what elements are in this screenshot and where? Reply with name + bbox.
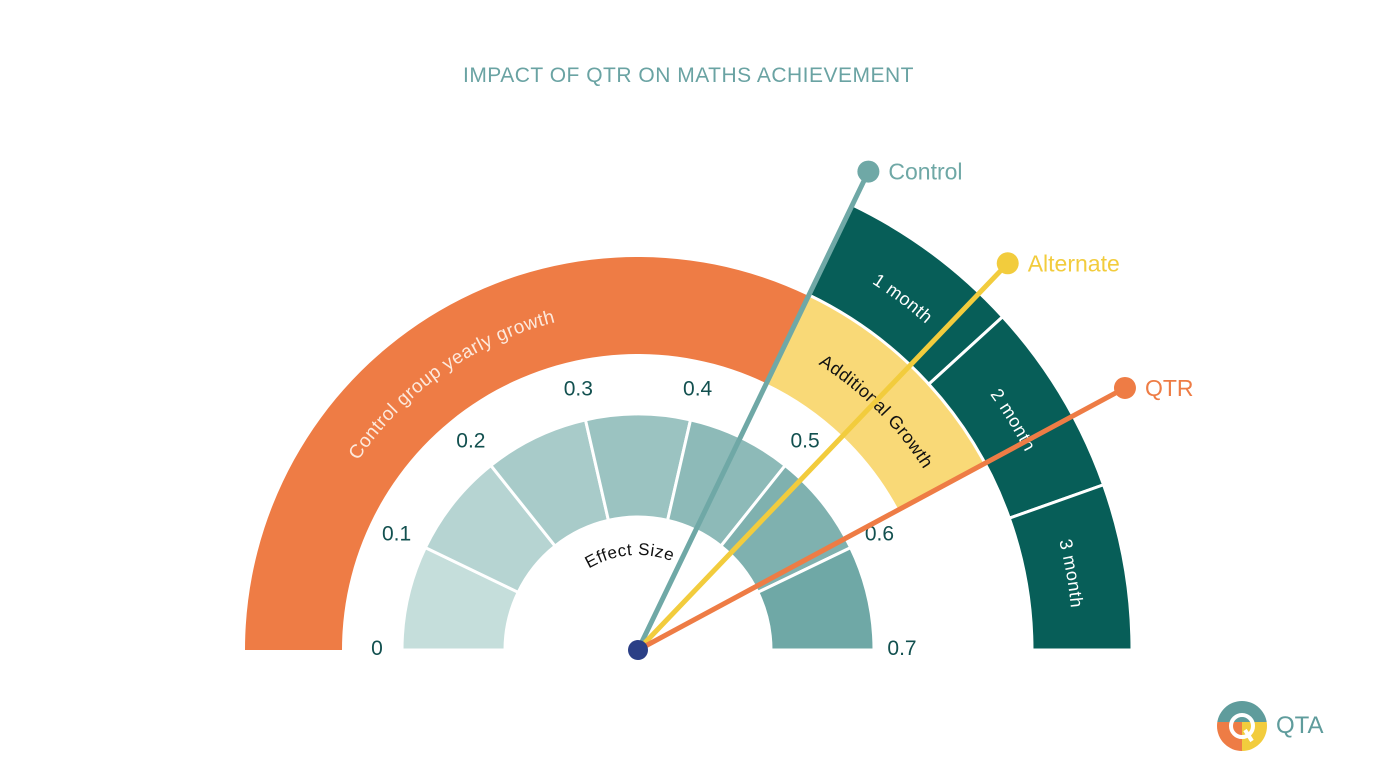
needle-alternate xyxy=(636,261,1010,652)
tick-label: 0.6 xyxy=(865,523,894,546)
needle-tip xyxy=(1113,376,1136,399)
control-growth-band xyxy=(245,256,809,650)
tick-label: 0.1 xyxy=(382,523,411,546)
month-segment xyxy=(1007,482,1134,652)
needle-tip xyxy=(996,252,1019,275)
needle-tip xyxy=(857,160,880,183)
logo-text: QTA xyxy=(1276,712,1324,739)
scale-segment xyxy=(755,545,876,652)
tick-label: 0.5 xyxy=(790,429,819,452)
needle-label: Control xyxy=(888,159,962,185)
needle-qtr xyxy=(636,385,1127,653)
effect-size-label: Effect Size xyxy=(582,540,677,572)
tick-label: 0 xyxy=(371,637,383,660)
qta-logo-icon xyxy=(1217,701,1267,751)
needle-label: QTR xyxy=(1145,375,1194,401)
tick-label: 0.7 xyxy=(887,637,916,660)
chart-title: IMPACT OF QTR ON MATHS ACHIEVEMENT xyxy=(462,64,915,87)
needle-control xyxy=(635,170,871,652)
tick-label: 0.2 xyxy=(456,429,485,452)
needle-label: Alternate xyxy=(1028,250,1120,276)
tick-label: 0.4 xyxy=(683,378,713,401)
tick-label: 0.3 xyxy=(564,378,593,401)
needle-pivot xyxy=(628,640,648,660)
qta-logo: QTA xyxy=(1216,700,1324,752)
